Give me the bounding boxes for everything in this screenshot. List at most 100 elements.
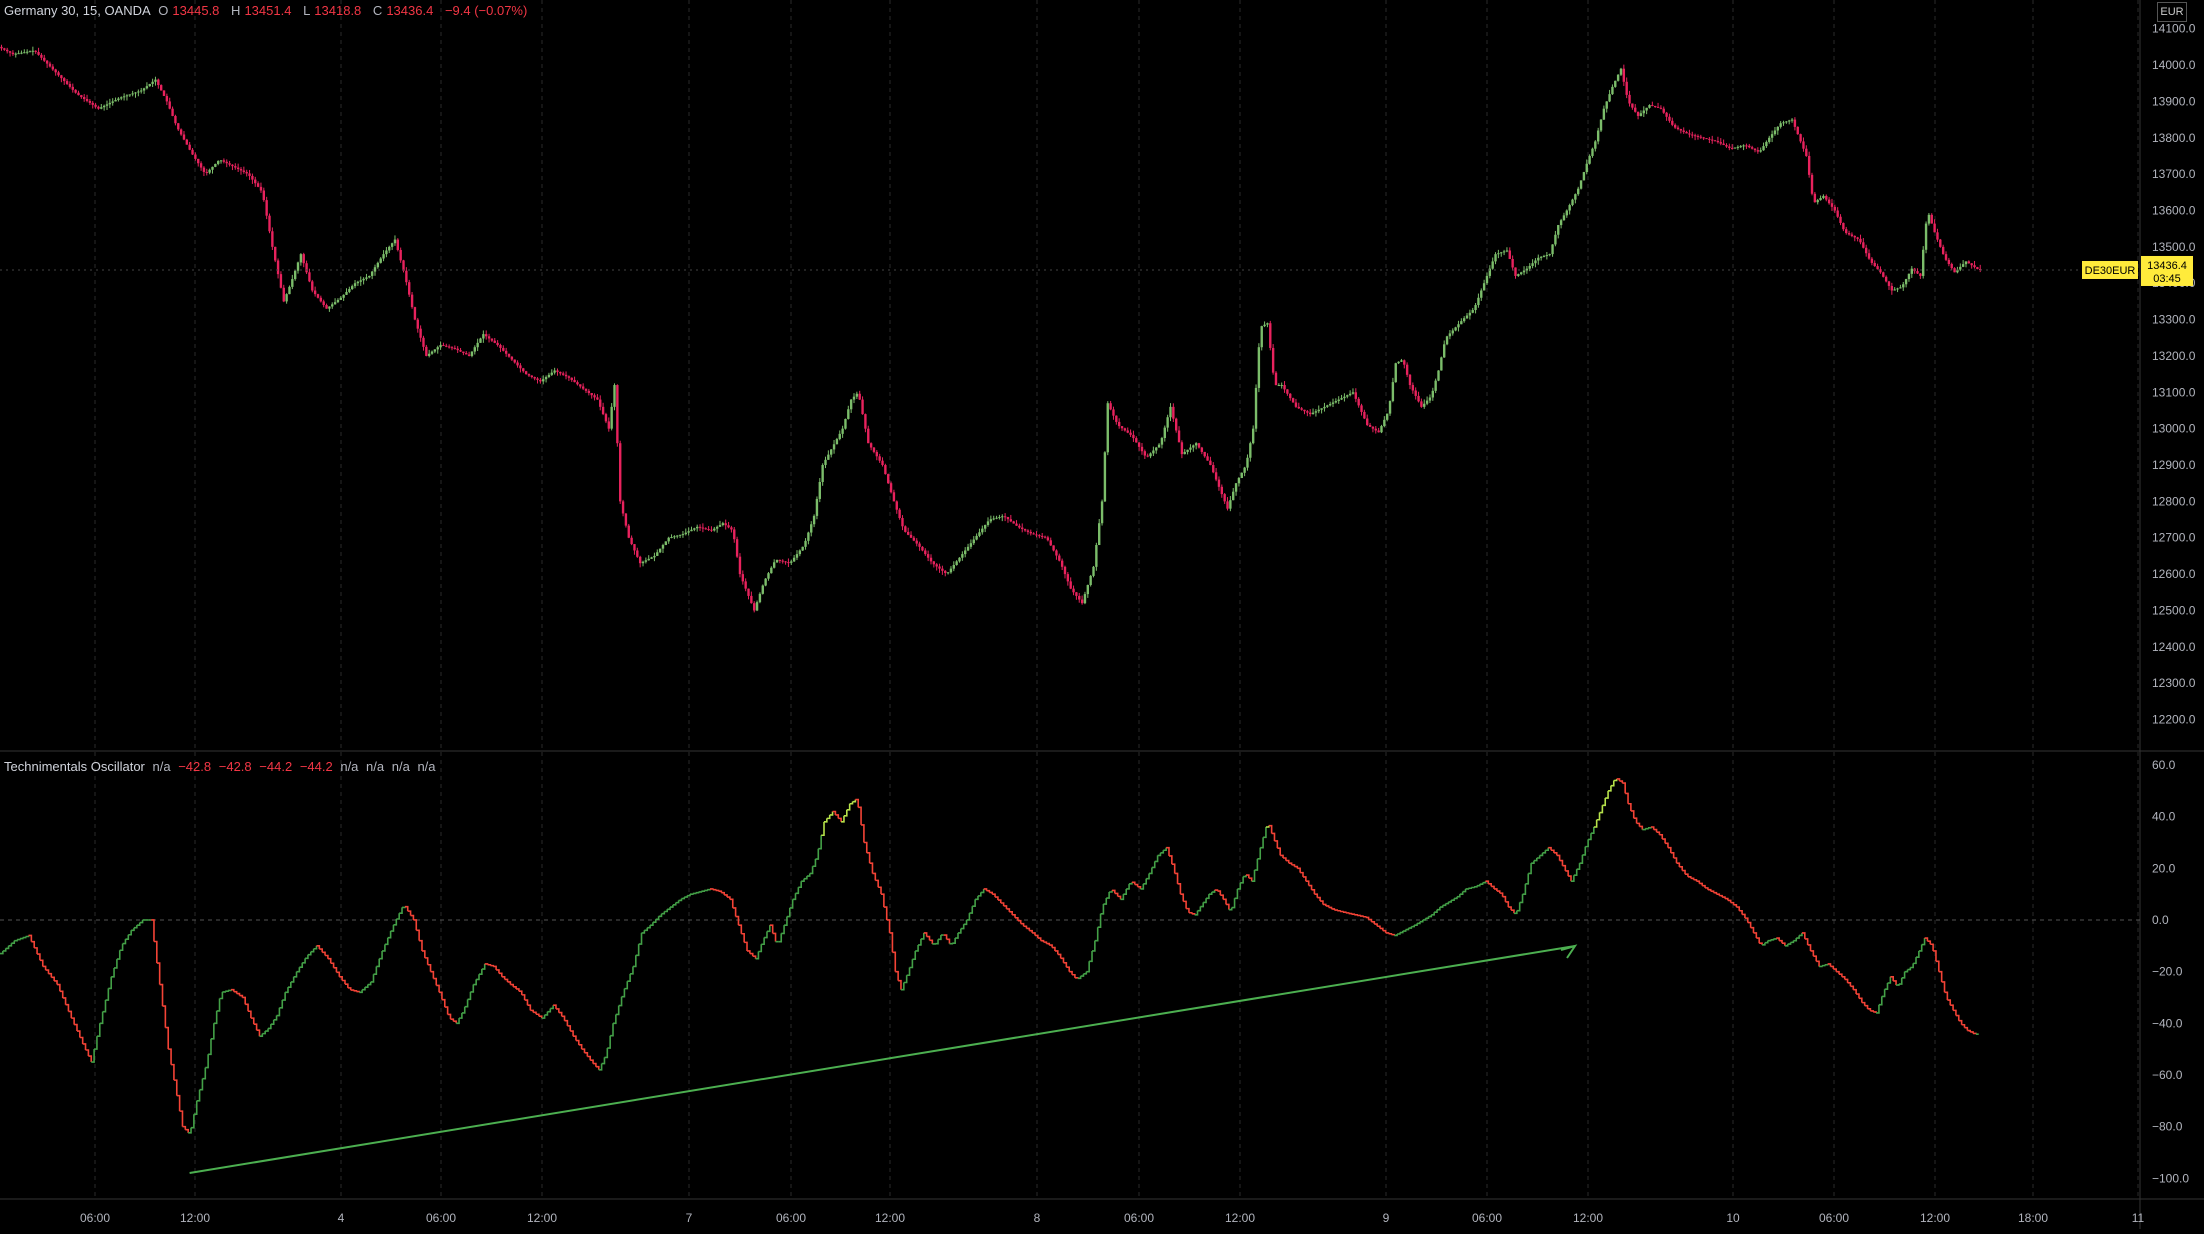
osc-segment — [103, 1000, 106, 1012]
time-tick-label: 10 — [1726, 1211, 1740, 1225]
candle — [191, 150, 193, 155]
candle — [1158, 445, 1160, 448]
osc-segment — [1454, 897, 1457, 899]
osc-segment — [1232, 898, 1235, 907]
candle — [1355, 392, 1357, 399]
candle — [910, 535, 912, 538]
candle — [1885, 277, 1887, 282]
osc-segment — [1066, 967, 1069, 971]
oscillator-name[interactable]: Technimentals Oscillator — [4, 759, 145, 774]
candle — [682, 534, 684, 535]
candle — [970, 543, 972, 547]
candle — [1574, 194, 1576, 199]
candle — [613, 385, 615, 407]
osc-segment — [371, 974, 374, 982]
osc-segment — [1092, 941, 1095, 951]
osc-segment — [525, 1000, 528, 1005]
currency-button[interactable]: EUR — [2157, 2, 2187, 22]
candle — [950, 569, 952, 573]
candle — [345, 292, 347, 295]
osc-segment — [468, 992, 471, 999]
candle — [542, 379, 544, 381]
candle — [317, 294, 319, 298]
candle — [471, 352, 473, 356]
osc-segment — [1691, 878, 1694, 879]
osc-segment — [875, 880, 878, 887]
candle — [29, 51, 31, 52]
candle — [1845, 229, 1847, 233]
osc-segment — [1702, 886, 1705, 888]
candle — [887, 474, 889, 483]
osc-segment — [513, 987, 516, 989]
osc-segment — [1374, 924, 1377, 926]
candle — [1429, 397, 1431, 400]
osc-segment — [1001, 903, 1004, 906]
candle — [710, 530, 712, 531]
osc-segment — [972, 899, 975, 906]
candle — [1771, 134, 1773, 138]
osc-segment — [1722, 897, 1725, 898]
candle — [673, 536, 675, 537]
osc-segment — [1354, 915, 1357, 916]
osc-segment — [416, 930, 419, 940]
candle — [151, 82, 153, 84]
symbol-label[interactable]: Germany 30, 15, OANDA — [4, 3, 151, 18]
candle — [1070, 581, 1072, 588]
candle — [995, 518, 997, 519]
osc-segment — [222, 991, 225, 992]
candle — [676, 536, 678, 537]
osc-segment — [912, 951, 915, 959]
osc-segment — [1967, 1031, 1970, 1032]
candle — [1588, 156, 1590, 164]
osc-segment — [1523, 884, 1526, 894]
price-tick-label: 12500.0 — [2152, 603, 2196, 617]
osc-segment — [627, 974, 630, 981]
candle — [1249, 443, 1251, 458]
candle — [1951, 264, 1953, 268]
osc-segment — [63, 998, 66, 1005]
osc-segment — [1283, 858, 1286, 861]
osc-segment — [1973, 1033, 1976, 1034]
osc-segment — [205, 1054, 208, 1067]
candle — [1691, 135, 1693, 136]
candle — [1825, 196, 1827, 200]
osc-segment — [587, 1057, 590, 1061]
candle — [169, 101, 171, 108]
osc-segment — [1423, 918, 1426, 920]
candle — [1948, 260, 1950, 264]
candle — [1665, 113, 1667, 117]
osc-segment — [981, 889, 984, 892]
candle — [1737, 147, 1739, 148]
time-tick-label: 12:00 — [875, 1211, 905, 1225]
osc-segment — [111, 968, 114, 977]
price-tick-label: 12200.0 — [2152, 713, 2196, 727]
candle — [186, 140, 188, 145]
oscillator-legend: Technimentals Oscillator n/a −42.8 −42.8… — [4, 759, 440, 774]
osc-value: −44.2 — [300, 759, 333, 774]
osc-segment — [1505, 902, 1508, 907]
osc-segment — [878, 887, 881, 894]
osc-segment — [696, 892, 699, 893]
candle — [622, 501, 624, 513]
price-tick-label: 13000.0 — [2152, 422, 2196, 436]
candle — [864, 414, 866, 429]
osc-segment — [1160, 850, 1163, 853]
candle — [15, 54, 17, 55]
candle — [1523, 270, 1525, 272]
candle — [1015, 524, 1017, 526]
osc-segment — [1072, 975, 1075, 978]
osc-segment — [1580, 855, 1583, 863]
candle — [1127, 430, 1129, 432]
candle — [699, 527, 701, 528]
candle — [1338, 400, 1340, 401]
candle — [1625, 82, 1627, 95]
osc-segment — [710, 889, 713, 890]
candle — [20, 53, 22, 54]
osc-segment — [1899, 978, 1902, 984]
osc-segment — [88, 1056, 91, 1062]
candle — [1366, 418, 1368, 425]
osc-segment — [450, 1019, 453, 1021]
osc-segment — [1098, 914, 1101, 927]
